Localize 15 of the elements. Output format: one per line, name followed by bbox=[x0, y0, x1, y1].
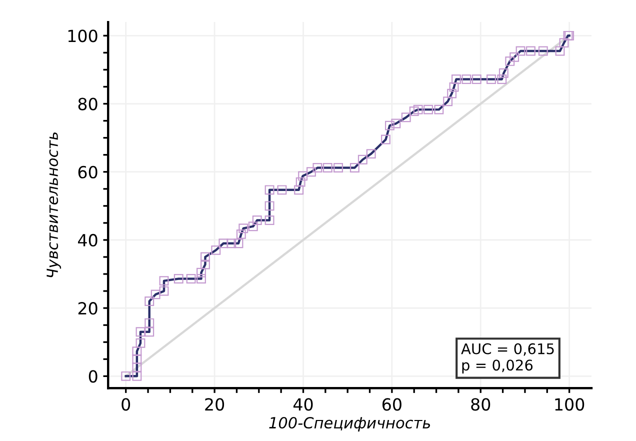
y-tick-label: 100 bbox=[68, 30, 98, 42]
x-tick-label: 20 bbox=[205, 398, 224, 411]
annotation: AUC = 0,615 p = 0,026 bbox=[461, 343, 554, 374]
y-tick-label: 60 bbox=[78, 166, 98, 178]
y-tick-label: 40 bbox=[78, 234, 98, 247]
x-tick-label: 40 bbox=[293, 398, 313, 411]
x-tick-label: 80 bbox=[471, 398, 490, 411]
x-tick-label: 60 bbox=[382, 398, 402, 411]
x-tick-label: 100 bbox=[555, 398, 584, 411]
x-axis-title: 100-Специфичность bbox=[269, 416, 430, 432]
y-axis-title: Чувствительность bbox=[46, 132, 62, 278]
x-tick-label: 0 bbox=[122, 398, 130, 411]
y-tick-label: 20 bbox=[78, 302, 98, 315]
y-tick-label: 0 bbox=[88, 370, 98, 383]
y-tick-label: 80 bbox=[78, 98, 98, 110]
